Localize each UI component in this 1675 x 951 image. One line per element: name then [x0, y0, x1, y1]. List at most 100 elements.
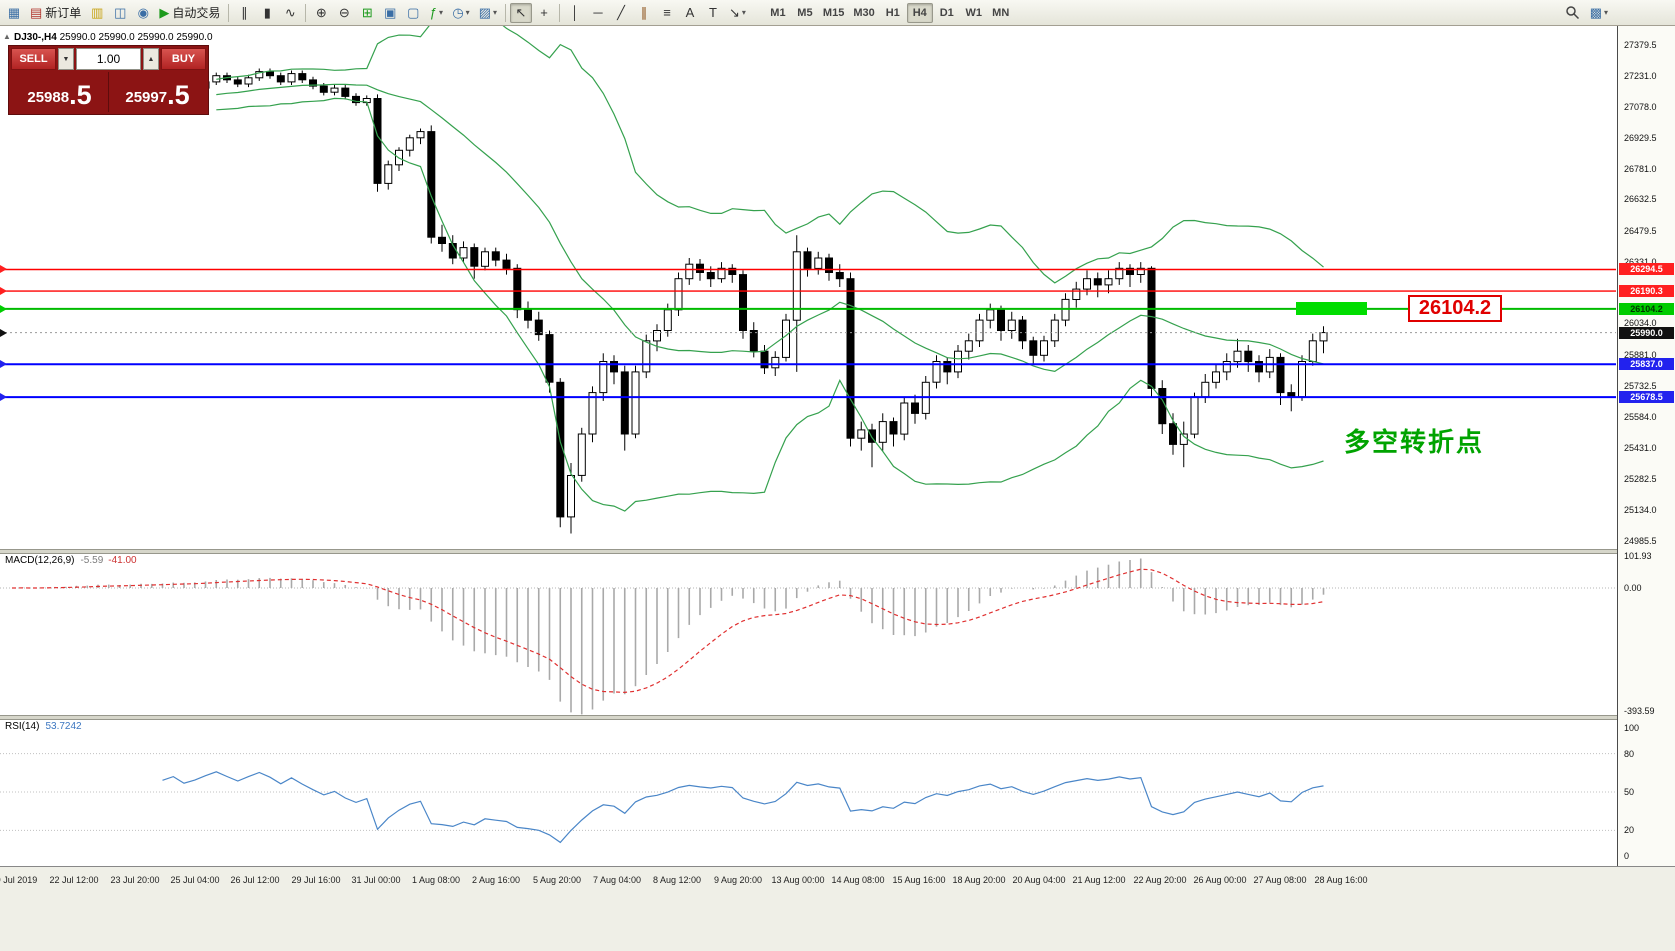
text-label-button[interactable]: T [702, 3, 724, 23]
bollinger-lower-band [216, 97, 1324, 512]
periods-icon: ◷ [452, 4, 464, 20]
cascade-windows-button[interactable]: ▣ [379, 3, 401, 23]
panel-splitter[interactable] [0, 715, 1675, 720]
buy-button[interactable]: BUY [161, 48, 206, 70]
chevron-down-icon: ▾ [741, 8, 746, 17]
timeframe-m30[interactable]: M30 [853, 6, 875, 19]
ohlc-values: 25990.0 25990.0 25990.0 25990.0 [59, 32, 213, 43]
volume-input[interactable]: 1.00 [76, 48, 141, 70]
volume-increase-button[interactable]: ▲ [143, 48, 159, 70]
autotrading-button[interactable]: ▶ 自动交易 [155, 3, 224, 23]
toolbar-right-group: ▩ ▾ [1561, 3, 1612, 23]
new-chart-button[interactable]: ▦ [3, 3, 25, 23]
one-click-trading-panel: SELL ▼ 1.00 ▲ BUY 25988.5 25997.5 [8, 45, 209, 115]
volume-decrease-button[interactable]: ▼ [58, 48, 74, 70]
buy-price-pips: .5 [167, 80, 190, 110]
macd-canvas[interactable] [0, 552, 1616, 715]
tile-windows-button[interactable]: ⊞ [356, 3, 378, 23]
new-order-button[interactable]: ▤ 新订单 [26, 3, 85, 23]
chart-collapse-icon[interactable]: ▲ [3, 32, 11, 41]
sell-price[interactable]: 25988.5 [11, 72, 108, 112]
charts-list-icon: ◫ [114, 4, 127, 20]
time-label: 19 Jul 2019 [0, 875, 38, 885]
bollinger-upper-band [216, 26, 1324, 284]
profiles-button[interactable]: ▥ [86, 3, 108, 23]
search-button[interactable] [1561, 3, 1584, 23]
rsi-panel[interactable]: RSI(14) 53.7242 [0, 718, 1616, 866]
timeframe-m1[interactable]: M1 [770, 6, 786, 19]
tile-windows-icon: ⊞ [361, 4, 373, 20]
price-badge: 25990.0 [1619, 327, 1674, 339]
timeframe-w1[interactable]: W1 [965, 6, 982, 19]
templates-button[interactable]: ▨ ▾ [475, 3, 501, 23]
timeframe-mn[interactable]: MN [992, 6, 1010, 19]
line-chart-button[interactable]: ∿ [279, 3, 301, 23]
price-tick-label: 26479.5 [1624, 226, 1657, 236]
timeframe-h1[interactable]: H1 [885, 6, 900, 19]
time-label: 15 Aug 16:00 [892, 875, 946, 885]
buy-price[interactable]: 25997.5 [109, 72, 206, 112]
chevron-down-icon: ▾ [438, 8, 443, 17]
zoom-in-button[interactable]: ⊕ [310, 3, 332, 23]
crosshair-button[interactable]: + [533, 3, 555, 23]
main-chart-panel[interactable]: ▲ DJ30-,H4 25990.0 25990.0 25990.0 25990… [0, 26, 1616, 549]
price-tick-label: 26034.0 [1624, 318, 1657, 328]
cursor-icon: ↖ [515, 4, 527, 20]
fibonacci-button[interactable]: ≡ [656, 3, 678, 23]
macd-panel[interactable]: MACD(12,26,9) -5.59 -41.00 [0, 552, 1616, 715]
sell-price-pips: .5 [69, 80, 92, 110]
crosshair-icon: + [540, 4, 548, 20]
cursor-button[interactable]: ↖ [510, 2, 532, 23]
bar-chart-button[interactable]: ∥ [233, 3, 255, 23]
indicators-button[interactable]: ƒ ▾ [425, 3, 447, 23]
zoom-out-icon: ⊖ [338, 4, 350, 20]
price-tick-label: 25881.0 [1624, 350, 1657, 360]
time-axis[interactable]: 19 Jul 2019 22 Jul 12:00 23 Jul 20:00 25 Ju… [0, 866, 1675, 951]
price-badge: 26294.5 [1619, 263, 1674, 275]
price-axis[interactable]: 27379.5 27231.0 27078.0 26929.5 26781.0 26632… [1617, 26, 1675, 866]
line-anchor-icon [0, 360, 7, 368]
arrows-tool-button[interactable]: ↘ ▾ [725, 3, 750, 23]
chevron-down-icon: ▾ [492, 8, 497, 17]
candlestick-chart-button[interactable]: ▮ [256, 3, 278, 23]
timeframe-d1[interactable]: D1 [939, 6, 954, 19]
macd-signal-line [11, 568, 1324, 694]
zoom-out-button[interactable]: ⊖ [333, 3, 355, 23]
timeframe-m5[interactable]: M5 [797, 6, 813, 19]
text-button[interactable]: A [679, 3, 701, 23]
charts-list-button[interactable]: ◫ [109, 3, 131, 23]
time-label: 9 Aug 20:00 [713, 875, 763, 885]
toolbar-separator [559, 3, 560, 22]
price-chart-canvas[interactable] [0, 26, 1616, 549]
price-tick-label: 25134.0 [1624, 505, 1657, 515]
vertical-line-button[interactable]: │ [564, 3, 586, 23]
timeframe-h4[interactable]: H4 [906, 2, 933, 23]
macd-histogram [21, 558, 1325, 715]
horizontal-line-button[interactable]: ─ [587, 3, 609, 23]
equidistant-channel-button[interactable]: ∥ [633, 3, 655, 23]
options-button[interactable]: ▩ ▾ [1586, 3, 1612, 23]
line-anchor-icon [0, 287, 7, 295]
turning-point-annotation[interactable]: 多空转折点 [1344, 427, 1485, 457]
sell-button[interactable]: SELL [11, 48, 56, 70]
timeframe-m15[interactable]: M15 [822, 6, 845, 19]
time-label: 2 Aug 16:00 [471, 875, 521, 885]
equidistant-channel-icon: ∥ [640, 4, 648, 20]
time-label: 22 Aug 20:00 [1133, 875, 1187, 885]
arrange-windows-button[interactable]: ▢ [402, 3, 424, 23]
price-tick-label: 25282.5 [1624, 474, 1657, 484]
periods-button[interactable]: ◷ ▾ [448, 3, 473, 23]
time-label: 8 Aug 12:00 [652, 875, 702, 885]
support-highlight-rect[interactable] [1296, 302, 1367, 315]
rsi-canvas[interactable] [0, 718, 1616, 866]
price-tick-label: 25584.0 [1624, 412, 1657, 422]
chevron-down-icon: ▾ [465, 8, 470, 17]
price-level-callout[interactable]: 26104.2 [1408, 295, 1502, 322]
price-tick-label: 26929.5 [1624, 133, 1657, 143]
trendline-button[interactable]: ╱ [610, 3, 632, 23]
cascade-windows-icon: ▣ [384, 4, 397, 20]
refresh-button[interactable]: ◉ [132, 3, 154, 23]
panel-splitter[interactable] [0, 549, 1675, 554]
macd-scale-label: -393.59 [1624, 706, 1655, 716]
